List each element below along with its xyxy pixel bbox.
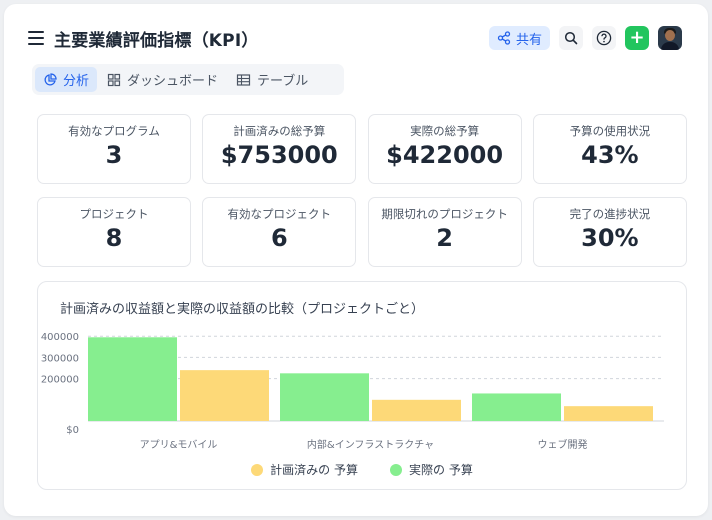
x-tick-label: ウェブ開発 bbox=[538, 438, 588, 451]
help-button[interactable] bbox=[592, 26, 616, 50]
kpi-label: 実際の総予算 bbox=[410, 124, 480, 138]
legend-swatch-planned bbox=[251, 463, 264, 476]
view-tabs: 分析 ダッシュボード テーブル bbox=[32, 64, 344, 95]
bar-actual bbox=[88, 337, 177, 421]
tab-table[interactable]: テーブル bbox=[228, 67, 316, 92]
kpi-card-overdue-projects: 期限切れのプロジェクト 2 bbox=[367, 197, 522, 267]
bar-planned bbox=[372, 399, 461, 421]
x-tick-label: アプリ&モバイル bbox=[140, 439, 218, 451]
kpi-value: $753000 bbox=[220, 141, 338, 169]
avatar[interactable] bbox=[658, 26, 682, 50]
y-tick-label: 300000 bbox=[41, 353, 79, 364]
kpi-card-active-projects: 有効なプロジェクト 6 bbox=[202, 197, 357, 267]
kpi-value: 2 bbox=[436, 224, 453, 252]
search-button[interactable] bbox=[559, 26, 583, 50]
bar-planned bbox=[180, 370, 269, 421]
header: 主要業績評価指標（KPI） 共有 bbox=[28, 24, 682, 52]
help-icon bbox=[596, 30, 612, 46]
chart-legend: 計画済みの 予算 実際の 予算 bbox=[38, 461, 686, 478]
revenue-comparison-chart: 計画済みの収益額と実際の収益額の比較（プロジェクトごと） $0 200000 300… bbox=[37, 281, 687, 490]
tab-dashboard-label: ダッシュボード bbox=[127, 74, 219, 89]
kpi-value: 6 bbox=[270, 224, 288, 252]
kpi-card-budget-usage: 予算の使用状況 43% bbox=[532, 114, 687, 184]
page-title: 主要業績評価指標（KPI） bbox=[54, 30, 259, 51]
table-icon bbox=[236, 73, 251, 86]
legend-label-planned: 計画済みの 予算 bbox=[270, 463, 358, 477]
kpi-card-actual-budget: 実際の総予算 $422000 bbox=[367, 114, 522, 184]
kpi-card-planned-budget: 計画済みの総予算 $753000 bbox=[202, 114, 357, 184]
kpi-card-active-programs: 有効なプログラム 3 bbox=[37, 114, 191, 184]
kpi-dashboard-card: 主要業績評価指標（KPI） 共有 bbox=[4, 4, 708, 516]
dashboard-grid-icon bbox=[107, 73, 121, 86]
kpi-label: 予算の使用状況 bbox=[569, 124, 651, 138]
kpi-label: 有効なプログラム bbox=[68, 124, 160, 138]
tab-analysis-label: 分析 bbox=[63, 74, 90, 89]
tab-dashboard[interactable]: ダッシュボード bbox=[99, 67, 226, 92]
kpi-label: 完了の進捗状況 bbox=[569, 207, 651, 221]
header-actions: 共有 + bbox=[488, 26, 682, 50]
legend-item-actual[interactable]: 実際の 予算 bbox=[390, 461, 473, 478]
kpi-label: 計画済みの総予算 bbox=[233, 124, 326, 138]
chart-title: 計画済みの収益額と実際の収益額の比較（プロジェクトごと） bbox=[60, 302, 425, 317]
tab-table-label: テーブル bbox=[257, 74, 309, 89]
kpi-value: 43% bbox=[581, 141, 639, 169]
bar-actual bbox=[280, 373, 369, 421]
kpi-value: 8 bbox=[105, 224, 123, 252]
x-tick-label: 内部&インフラストラクチャ bbox=[307, 438, 434, 451]
kpi-card-completion-progress: 完了の進捗状況 30% bbox=[532, 197, 687, 267]
kpi-label: プロジェクト bbox=[79, 207, 149, 221]
kpi-value: 3 bbox=[105, 141, 123, 169]
pie-chart-icon bbox=[44, 72, 57, 86]
kpi-value: $422000 bbox=[386, 141, 504, 169]
plus-icon: + bbox=[629, 27, 645, 48]
add-button[interactable]: + bbox=[625, 26, 649, 50]
y-tick-label: 400000 bbox=[41, 332, 79, 343]
hamburger-menu-icon[interactable] bbox=[28, 31, 44, 45]
bar-actual bbox=[472, 393, 561, 421]
kpi-label: 期限切れのプロジェクト bbox=[381, 207, 508, 221]
y-tick-label: 200000 bbox=[41, 375, 79, 386]
bar-chart: $0 200000 300000 400000 アプリ&モバイル 内部&インフラストラクチ… bbox=[41, 332, 664, 451]
y-tick-label: $0 bbox=[66, 425, 79, 436]
legend-swatch-actual bbox=[390, 463, 402, 476]
legend-item-planned[interactable]: 計画済みの 予算 bbox=[251, 461, 358, 478]
search-icon bbox=[564, 31, 578, 45]
bar-planned bbox=[564, 406, 653, 421]
kpi-grid: 有効なプログラム 3 計画済みの総予算 $753000 実際の総予算 $4220… bbox=[37, 114, 687, 267]
tab-analysis[interactable]: 分析 bbox=[35, 67, 98, 92]
kpi-value: 30% bbox=[581, 224, 639, 252]
share-button[interactable]: 共有 bbox=[488, 26, 550, 50]
legend-label-actual: 実際の 予算 bbox=[409, 463, 473, 477]
share-label: 共有 bbox=[515, 32, 542, 48]
kpi-label: 有効なプロジェクト bbox=[227, 207, 332, 221]
kpi-card-projects: プロジェクト 8 bbox=[37, 197, 191, 267]
share-icon bbox=[497, 31, 511, 45]
